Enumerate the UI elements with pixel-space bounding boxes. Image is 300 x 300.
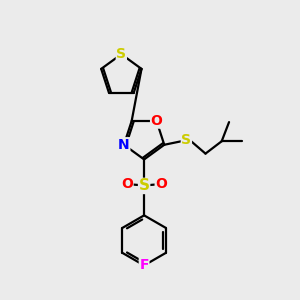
Text: S: S [116,47,126,61]
Text: O: O [155,177,167,191]
Text: F: F [140,258,149,272]
Text: N: N [118,138,130,152]
Text: S: S [182,134,191,147]
Text: O: O [151,114,163,128]
Text: S: S [139,178,150,194]
Text: O: O [121,177,133,191]
